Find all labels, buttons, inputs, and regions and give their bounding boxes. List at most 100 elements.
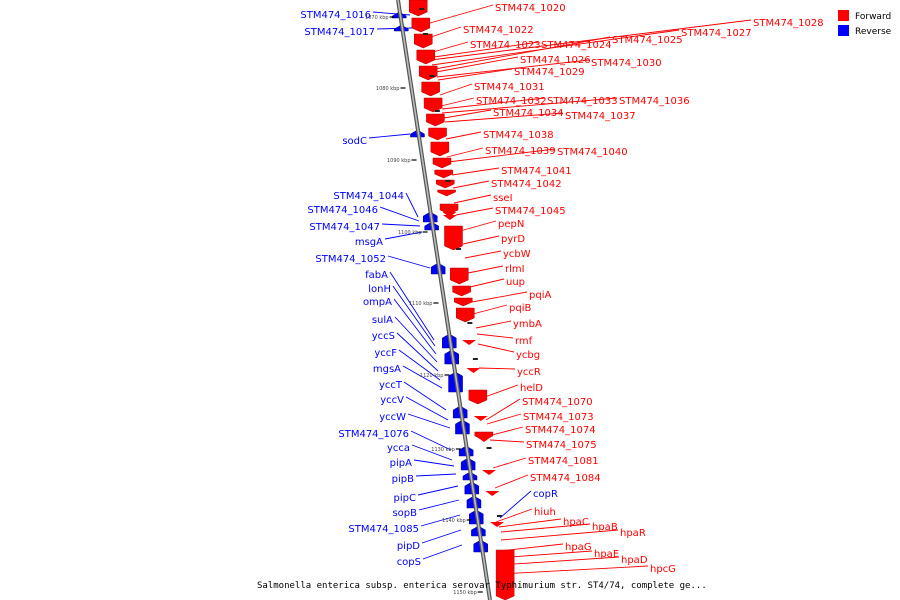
forward-gene-label[interactable]: hpaE <box>594 549 619 560</box>
forward-leader-line <box>452 168 499 175</box>
forward-gene-arrow <box>477 437 491 442</box>
forward-gene-label[interactable]: STM474_1075 <box>526 440 597 451</box>
forward-gene-label[interactable]: rlmI <box>505 264 525 275</box>
forward-gene-label[interactable]: helD <box>520 383 543 394</box>
forward-gene-label[interactable]: hpaD <box>621 555 648 566</box>
forward-leader-line <box>487 414 521 424</box>
reverse-gene-label[interactable]: STM474_1044 <box>333 191 404 202</box>
forward-gene-label[interactable]: STM474_1034 <box>493 108 564 119</box>
forward-gene-label[interactable]: STM474_1028 <box>753 18 824 29</box>
forward-gene-label[interactable]: STM474_1030 <box>591 58 662 69</box>
reverse-gene-label[interactable]: sulA <box>372 315 393 326</box>
forward-gene-label[interactable]: STM474_1081 <box>528 456 599 467</box>
forward-gene-label[interactable]: STM474_1025 <box>612 35 683 46</box>
forward-gene-label[interactable]: pepN <box>498 219 524 230</box>
forward-leader-line <box>431 27 461 37</box>
reverse-gene-label[interactable]: pipB <box>392 474 414 485</box>
legend-reverse-swatch <box>838 25 849 36</box>
forward-gene-label[interactable]: hpaR <box>620 528 646 539</box>
reverse-gene-label[interactable]: copR <box>533 489 558 500</box>
forward-gene-label[interactable]: STM474_1024 <box>541 40 612 51</box>
reverse-leader-line <box>418 486 458 495</box>
forward-gene-label[interactable]: ycbW <box>503 249 531 260</box>
forward-gene-arrow <box>474 416 488 421</box>
reverse-gene-label[interactable]: yccS <box>372 331 395 342</box>
reverse-gene-label[interactable]: pipC <box>394 493 416 504</box>
reverse-gene-label[interactable]: sopB <box>392 508 417 519</box>
forward-gene-label[interactable]: STM474_1045 <box>495 206 566 217</box>
genome-map: 1070 kbp1080 kbp1090 kbp1100 kbp1110 kbp… <box>0 0 900 600</box>
forward-gene-label[interactable]: uup <box>506 277 525 288</box>
forward-gene-label[interactable]: STM474_1038 <box>483 130 554 141</box>
forward-leader-line <box>468 266 503 273</box>
forward-leader-line <box>456 208 493 215</box>
forward-gene-label[interactable]: pqiB <box>509 303 531 314</box>
forward-gene-label[interactable]: STM474_1039 <box>485 146 556 157</box>
forward-gene-label[interactable]: hpaC <box>563 517 589 528</box>
forward-gene-label[interactable]: STM474_1042 <box>491 179 562 190</box>
reverse-gene-label[interactable]: STM474_1076 <box>338 429 409 440</box>
forward-gene-label[interactable]: yccR <box>517 367 541 378</box>
forward-gene-label[interactable]: STM474_1023 <box>470 40 541 51</box>
forward-leader-line <box>479 368 515 369</box>
forward-gene-label[interactable]: pqiA <box>529 290 551 301</box>
forward-gene-label[interactable]: STM474_1074 <box>525 425 596 436</box>
feature-marker <box>423 33 428 35</box>
forward-gene-label[interactable]: pyrD <box>501 234 525 245</box>
forward-leader-line <box>447 148 483 157</box>
forward-gene-label[interactable]: hpaB <box>592 522 618 533</box>
reverse-gene-label[interactable]: STM474_1016 <box>300 10 371 21</box>
reverse-gene-label[interactable]: pipA <box>390 458 412 469</box>
forward-gene-label[interactable]: STM474_1022 <box>463 25 534 36</box>
reverse-gene-label[interactable]: yccF <box>374 348 397 359</box>
forward-gene-label[interactable]: STM474_1040 <box>557 147 628 158</box>
reverse-gene-label[interactable]: ycca <box>387 443 410 454</box>
forward-gene-label[interactable]: STM474_1026 <box>520 55 591 66</box>
reverse-gene-label[interactable]: STM474_1047 <box>309 222 380 233</box>
reverse-gene-label[interactable]: msgA <box>355 237 383 248</box>
reverse-gene-label[interactable]: STM474_1046 <box>307 205 378 216</box>
reverse-gene-label[interactable]: yccV <box>380 395 404 406</box>
reverse-gene-label[interactable]: STM474_1052 <box>315 254 386 265</box>
reverse-gene-label[interactable]: ompA <box>363 297 392 308</box>
forward-gene-label[interactable]: hpcG <box>650 564 676 575</box>
forward-gene-label[interactable]: rmf <box>515 336 533 347</box>
forward-gene-label[interactable]: sseI <box>493 193 513 204</box>
forward-gene-label[interactable]: STM474_1020 <box>495 3 566 14</box>
forward-gene-block <box>417 50 435 64</box>
forward-gene-label[interactable]: STM474_1070 <box>522 397 593 408</box>
forward-gene-label[interactable]: ymbA <box>513 319 542 330</box>
reverse-gene-label[interactable]: lonH <box>368 284 391 295</box>
reverse-gene-label[interactable]: fabA <box>365 270 388 281</box>
reverse-leader-line <box>380 207 419 221</box>
reverse-leader-line <box>369 134 410 138</box>
forward-gene-label[interactable]: STM474_1027 <box>681 28 752 39</box>
forward-gene-label[interactable]: STM474_1037 <box>565 111 636 122</box>
forward-gene-block <box>454 298 472 306</box>
reverse-gene-label[interactable]: pipD <box>397 541 420 552</box>
forward-gene-label[interactable]: hiuh <box>534 507 556 518</box>
forward-gene-label[interactable]: STM474_1033 <box>547 96 618 107</box>
tick-label: 1140 kbp <box>442 518 466 524</box>
forward-gene-label[interactable]: STM474_1029 <box>514 67 585 78</box>
forward-gene-block <box>431 142 449 156</box>
forward-gene-label[interactable]: STM474_1036 <box>619 96 690 107</box>
reverse-gene-label[interactable]: mgsA <box>373 364 401 375</box>
tick-label: 1100 kbp <box>398 230 422 236</box>
forward-gene-label[interactable]: hpaG <box>565 542 592 553</box>
forward-gene-label[interactable]: STM474_1041 <box>501 166 572 177</box>
forward-gene-block <box>409 0 427 16</box>
feature-marker <box>446 180 451 182</box>
forward-gene-label[interactable]: STM474_1032 <box>476 96 547 107</box>
forward-gene-label[interactable]: STM474_1031 <box>474 82 545 93</box>
reverse-gene-label[interactable]: yccW <box>379 412 406 423</box>
forward-gene-label[interactable]: STM474_1084 <box>530 473 601 484</box>
forward-gene-label[interactable]: ycbg <box>516 350 540 361</box>
reverse-gene-label[interactable]: copS <box>397 557 421 568</box>
reverse-gene-label[interactable]: STM474_1085 <box>348 524 419 535</box>
reverse-gene-label[interactable]: STM474_1017 <box>304 27 375 38</box>
forward-gene-label[interactable]: STM474_1073 <box>523 412 594 423</box>
reverse-gene-label[interactable]: sodC <box>342 136 367 147</box>
legend: Forward Reverse <box>838 10 892 37</box>
reverse-gene-label[interactable]: yccT <box>379 380 403 391</box>
